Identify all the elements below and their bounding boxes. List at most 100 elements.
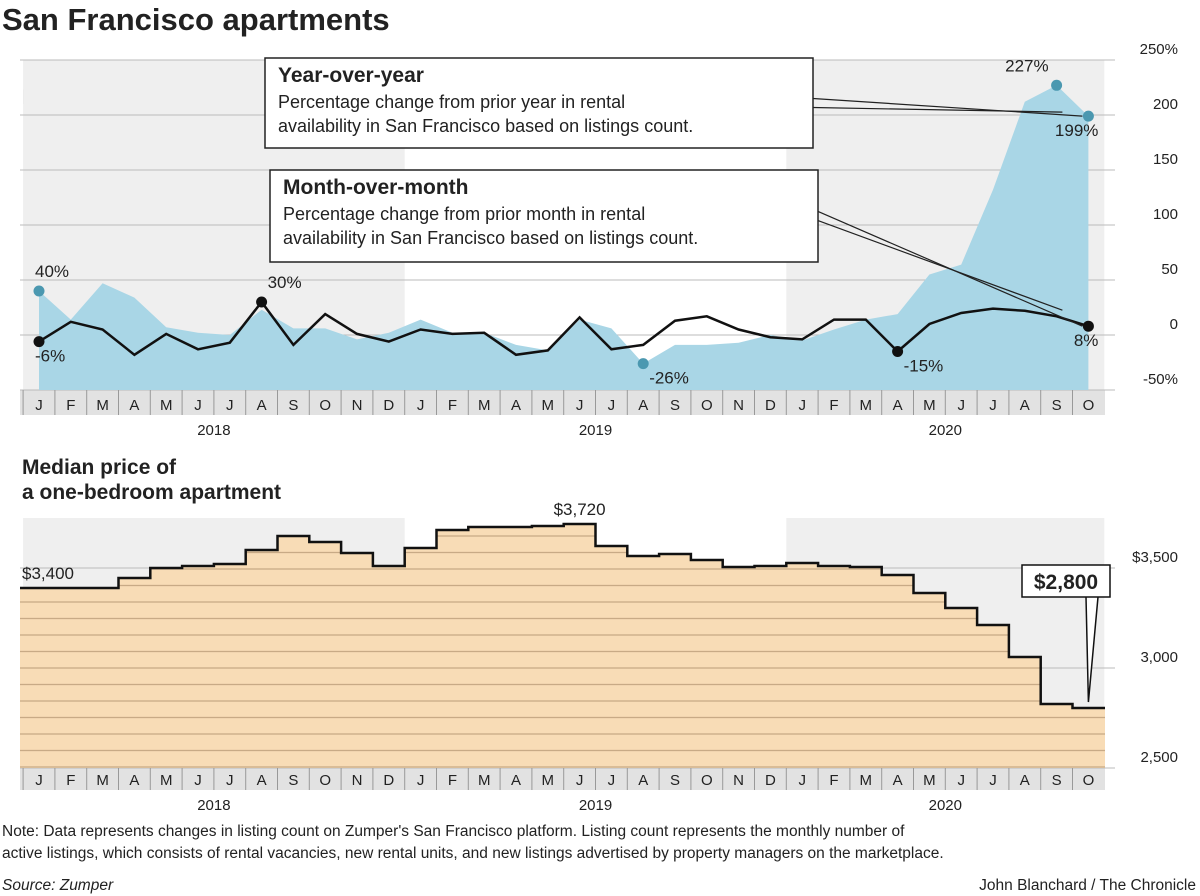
x-tick-label: S bbox=[670, 397, 680, 414]
x-tick-label: A bbox=[257, 772, 267, 789]
year-label: 2019 bbox=[579, 797, 612, 814]
x-tick-label: M bbox=[478, 397, 491, 414]
x-tick-label: J bbox=[417, 397, 425, 414]
x-tick-label: S bbox=[1052, 772, 1062, 789]
x-tick-label: M bbox=[160, 397, 173, 414]
x-tick-label: A bbox=[893, 397, 903, 414]
x-tick-label: J bbox=[417, 772, 425, 789]
data-label: 30% bbox=[268, 273, 302, 292]
x-tick-label: F bbox=[829, 772, 838, 789]
x-tick-label: D bbox=[383, 772, 394, 789]
x-tick-label: N bbox=[733, 397, 744, 414]
x-tick-label: M bbox=[860, 772, 873, 789]
x-tick-label: O bbox=[701, 397, 713, 414]
x-tick-label: J bbox=[576, 397, 584, 414]
x-tick-label: J bbox=[989, 772, 997, 789]
year-label: 2020 bbox=[929, 797, 962, 814]
data-label: -15% bbox=[904, 357, 944, 376]
annotation-title: Month-over-month bbox=[283, 176, 468, 199]
x-tick-label: M bbox=[860, 397, 873, 414]
callout-pointer bbox=[1085, 596, 1099, 703]
y-tick-label: 150 bbox=[1153, 151, 1178, 168]
credit: John Blanchard / The Chronicle bbox=[979, 877, 1196, 894]
x-tick-label: F bbox=[829, 397, 838, 414]
x-tick-label: O bbox=[701, 772, 713, 789]
x-tick-label: J bbox=[35, 397, 43, 414]
x-tick-label: J bbox=[798, 397, 806, 414]
x-tick-label: F bbox=[448, 397, 457, 414]
x-tick-label: M bbox=[923, 397, 936, 414]
x-tick-label: O bbox=[319, 772, 331, 789]
year-label: 2018 bbox=[197, 797, 230, 814]
x-tick-label: M bbox=[542, 772, 555, 789]
point bbox=[1082, 110, 1094, 122]
data-label: 227% bbox=[1005, 56, 1048, 75]
y-tick-label: 3,000 bbox=[1140, 649, 1178, 666]
x-tick-label: A bbox=[638, 397, 648, 414]
x-tick-label: J bbox=[35, 772, 43, 789]
x-tick-label: J bbox=[798, 772, 806, 789]
y-tick-label: 100 bbox=[1153, 206, 1178, 223]
source: Source: Zumper bbox=[2, 877, 114, 894]
point bbox=[1082, 320, 1094, 332]
area-hatch bbox=[20, 524, 1105, 768]
point bbox=[637, 358, 649, 370]
x-tick-label: F bbox=[66, 397, 75, 414]
x-tick-label: N bbox=[352, 772, 363, 789]
x-tick-label: M bbox=[542, 397, 555, 414]
x-tick-label: F bbox=[448, 772, 457, 789]
x-tick-label: A bbox=[893, 772, 903, 789]
annotation-box bbox=[264, 57, 814, 149]
annotation-text: availability in San Francisco based on l… bbox=[278, 116, 693, 136]
title: San Francisco apartments bbox=[2, 2, 390, 37]
x-tick-label: D bbox=[765, 772, 776, 789]
x-tick-label: J bbox=[226, 397, 234, 414]
axis-band bbox=[20, 768, 1105, 790]
data-label: $3,400 bbox=[22, 564, 74, 583]
data-label: 8% bbox=[1074, 331, 1099, 350]
data-label: -26% bbox=[649, 369, 689, 388]
y-tick-label: -50% bbox=[1143, 371, 1178, 388]
data-label: $3,720 bbox=[554, 500, 606, 519]
y-tick-label: 200 bbox=[1153, 96, 1178, 113]
point bbox=[1051, 79, 1063, 91]
line bbox=[38, 299, 1089, 357]
x-tick-label: F bbox=[66, 772, 75, 789]
point bbox=[892, 346, 904, 357]
data-label: $2,800 bbox=[1034, 571, 1098, 594]
x-tick-label: A bbox=[257, 397, 267, 414]
y-tick-label: 250% bbox=[1140, 41, 1178, 58]
note: Note: Data represents changes in listing… bbox=[2, 823, 905, 840]
point bbox=[33, 336, 45, 348]
area bbox=[39, 85, 1089, 391]
x-tick-label: S bbox=[288, 772, 298, 789]
year-label: 2020 bbox=[929, 422, 962, 439]
x-tick-label: O bbox=[1083, 772, 1095, 789]
data-label: -6% bbox=[35, 347, 65, 366]
x-tick-label: A bbox=[1020, 397, 1030, 414]
chart-title: a one-bedroom apartment bbox=[22, 481, 281, 504]
x-tick-label: A bbox=[1020, 772, 1030, 789]
x-tick-label: A bbox=[638, 772, 648, 789]
y-tick-label: 2,500 bbox=[1140, 749, 1178, 766]
year-label: 2019 bbox=[579, 422, 612, 439]
x-tick-label: D bbox=[765, 397, 776, 414]
leader bbox=[812, 106, 1063, 113]
data-label: 40% bbox=[35, 262, 69, 281]
x-tick-label: O bbox=[1083, 397, 1095, 414]
x-tick-label: S bbox=[670, 772, 680, 789]
x-tick-label: M bbox=[478, 772, 491, 789]
leader bbox=[817, 220, 1063, 311]
point bbox=[256, 296, 268, 308]
x-tick-label: J bbox=[194, 772, 202, 789]
x-tick-label: J bbox=[989, 397, 997, 414]
x-tick-label: M bbox=[96, 397, 109, 414]
x-tick-label: M bbox=[923, 772, 936, 789]
axis-band bbox=[20, 390, 1105, 415]
x-tick-label: J bbox=[608, 772, 616, 789]
annotation-text: Percentage change from prior month in re… bbox=[283, 204, 645, 224]
y-tick-label: 50 bbox=[1161, 261, 1178, 278]
x-tick-label: A bbox=[129, 397, 139, 414]
point bbox=[33, 285, 45, 297]
